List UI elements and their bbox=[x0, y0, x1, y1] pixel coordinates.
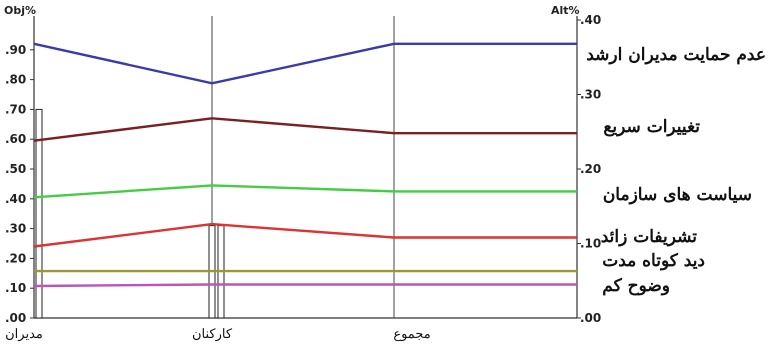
right-tick-label: .30 bbox=[580, 88, 601, 102]
category-label: مدیران bbox=[5, 327, 43, 342]
right-axis-title: Alt% bbox=[551, 4, 580, 17]
series-line bbox=[33, 117, 577, 142]
legend-label: تغییرات سریع bbox=[603, 117, 700, 137]
series-line bbox=[33, 42, 577, 85]
left-tick-label: .30 bbox=[5, 222, 26, 236]
left-axis-title: Obj% bbox=[4, 4, 36, 17]
left-tick-label: .40 bbox=[5, 192, 26, 206]
left-tick-label: .60 bbox=[5, 132, 26, 146]
right-tick-label: .10 bbox=[580, 237, 601, 251]
legend-label: سیاست های سازمان bbox=[603, 185, 752, 205]
right-tick-label: .40 bbox=[580, 13, 601, 27]
category-label: کارکنان bbox=[192, 327, 233, 342]
left-tick-label: .70 bbox=[5, 102, 26, 116]
left-tick-label: .20 bbox=[5, 251, 26, 265]
right-tick-label: .20 bbox=[580, 162, 601, 176]
left-tick-label: .00 bbox=[5, 311, 26, 325]
series-line bbox=[33, 184, 577, 199]
right-tick-label: .00 bbox=[580, 311, 601, 325]
legend-label: وضوح کم bbox=[602, 276, 670, 296]
legend-label: عدم حمایت مدیران ارشد bbox=[586, 45, 766, 65]
left-tick-label: .10 bbox=[5, 281, 26, 295]
legend-label: دید کوتاه مدت bbox=[602, 251, 705, 271]
objective-bar bbox=[35, 108, 43, 319]
left-tick-label: .90 bbox=[5, 43, 26, 57]
left-tick-label: .80 bbox=[5, 73, 26, 87]
legend-label: تشریفات زائد bbox=[601, 227, 698, 247]
left-tick-label: .50 bbox=[5, 162, 26, 176]
series-line bbox=[33, 283, 577, 288]
category-label: مجموع bbox=[393, 327, 430, 342]
series-line bbox=[33, 222, 577, 248]
